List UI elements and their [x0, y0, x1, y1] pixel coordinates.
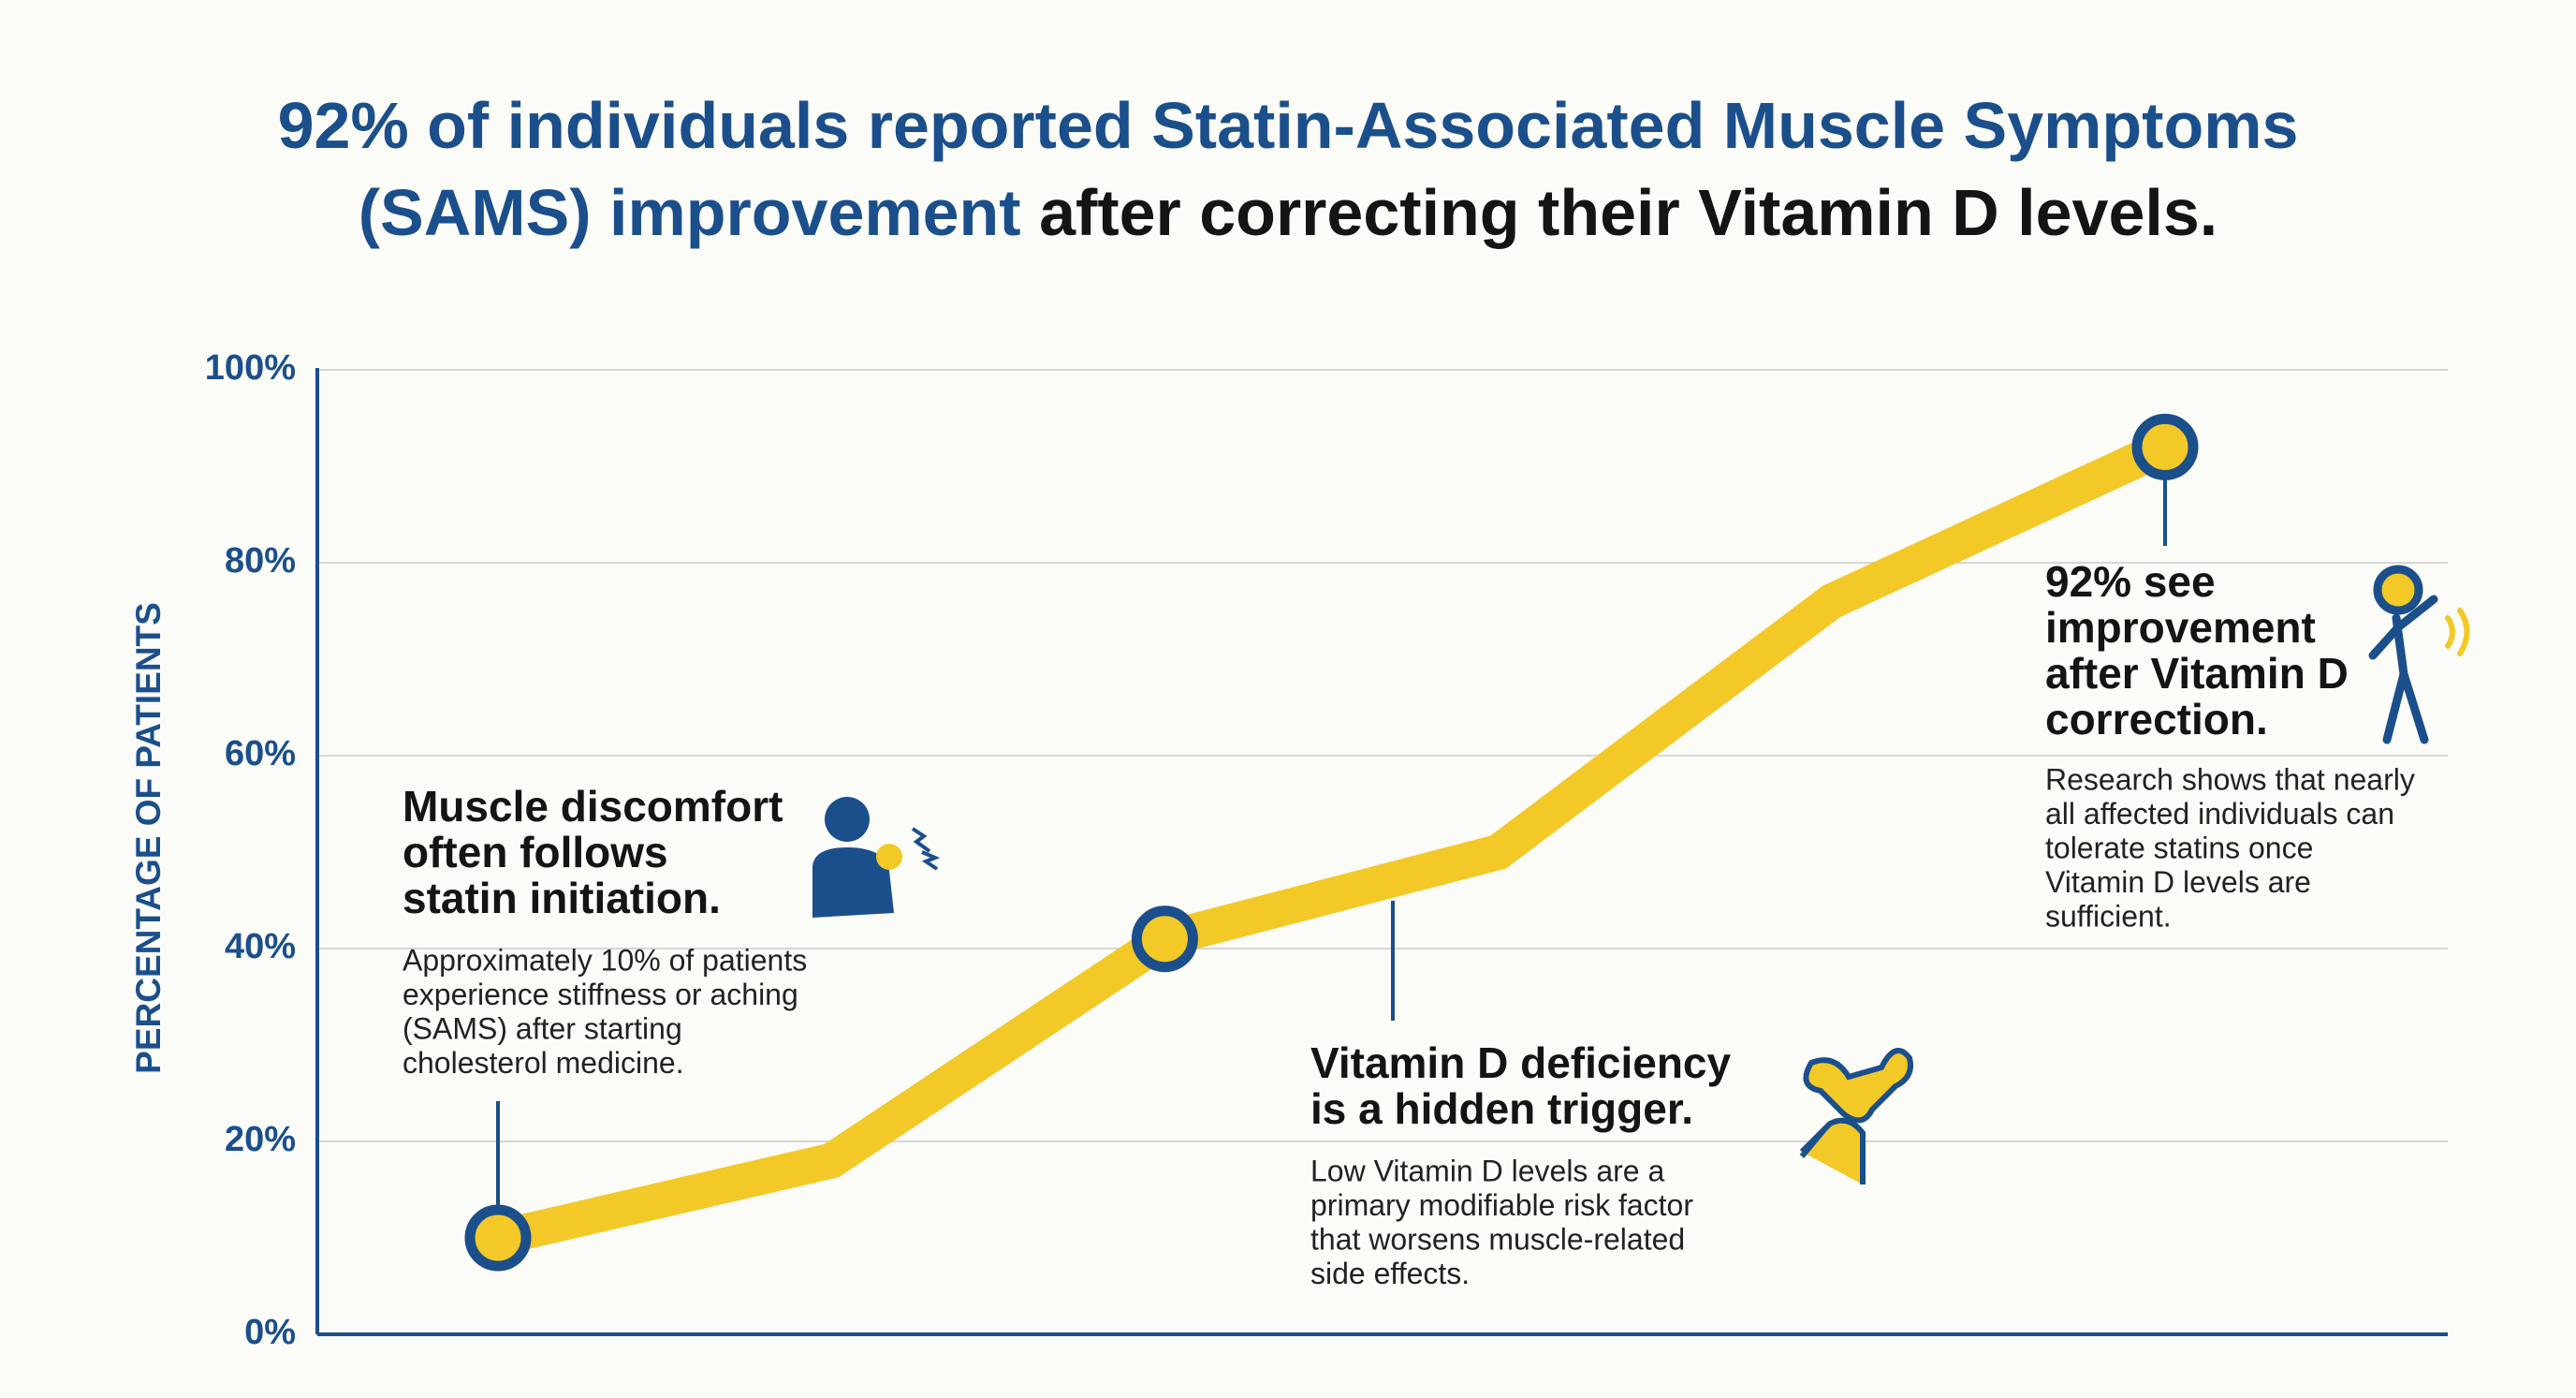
data-point [1131, 905, 1198, 973]
annotation-text: Vitamin D levels are [2045, 865, 2311, 899]
annotation-text: Approximately 10% of patients [402, 943, 807, 977]
y-tick-label: 40% [225, 927, 296, 966]
annotation-text: side effects. [1310, 1257, 1470, 1290]
annotation-title: correction. [2045, 695, 2268, 743]
y-tick-label: 0% [244, 1313, 296, 1352]
annotation-text: sufficient. [2045, 899, 2172, 933]
title-part [1021, 176, 1039, 249]
annotation-text: all affected individuals can [2045, 797, 2394, 831]
title-part: after correcting their Vitamin D levels. [1039, 176, 2217, 249]
annotation-title: after Vitamin D [2045, 649, 2349, 698]
annotation-title: improvement [2045, 603, 2316, 652]
annotation-text: experience stiffness or aching [402, 978, 798, 1011]
joint-icon [1799, 1048, 1913, 1185]
y-tick-label: 80% [225, 541, 296, 581]
annotation-title: often follows [402, 828, 668, 876]
annotation-text: primary modifiable risk factor [1310, 1188, 1693, 1222]
y-tick-label: 100% [205, 348, 296, 388]
data-line [493, 431, 2173, 1256]
annotation-text: that worsens muscle-related [1310, 1222, 1685, 1256]
chart-title: 92% of individuals reported Statin-Assoc… [278, 89, 2299, 162]
data-point [464, 1204, 532, 1272]
annotation-title: is a hidden trigger. [1310, 1084, 1693, 1133]
title-part: (SAMS) improvement [359, 176, 1021, 249]
y-axis-label: PERCENTAGE OF PATIENTS [129, 602, 168, 1074]
annotation-text: (SAMS) after starting [402, 1011, 682, 1045]
annotation-title: statin initiation. [402, 874, 721, 922]
annotation-title: Muscle discomfort [402, 782, 783, 831]
chart-title: (SAMS) improvement after correcting thei… [359, 176, 2217, 249]
annotation-text: tolerate statins once [2045, 831, 2313, 864]
annotation-text: cholesterol medicine. [402, 1046, 684, 1080]
annotation-text: Research shows that nearly [2045, 762, 2415, 796]
annotation-title: 92% see [2045, 557, 2216, 606]
data-point [2131, 413, 2199, 480]
title-part: 92% of individuals reported Statin-Assoc… [278, 89, 2299, 162]
stretch-icon [2368, 565, 2470, 744]
annotation-title: Vitamin D deficiency [1310, 1038, 1732, 1087]
y-tick-label: 20% [225, 1120, 296, 1159]
y-tick-label: 60% [225, 734, 296, 773]
pain-icon [812, 797, 941, 918]
annotation-text: Low Vitamin D levels are a [1310, 1154, 1664, 1187]
